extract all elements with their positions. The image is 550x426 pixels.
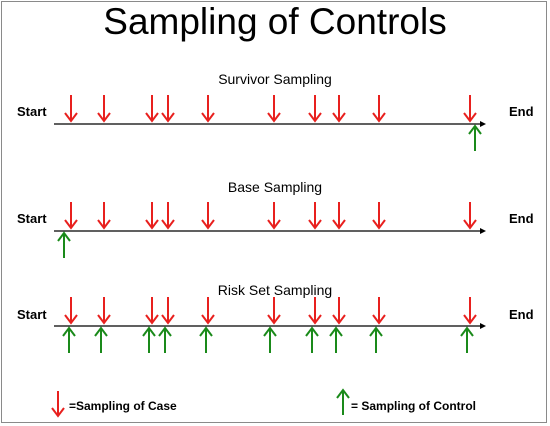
case-arrow-1-10	[463, 95, 477, 123]
case-arrow-3-6	[267, 297, 281, 325]
case-arrow-3-2	[97, 297, 111, 325]
case-arrow-3-1	[64, 297, 78, 325]
control-arrow-3-6	[263, 326, 277, 353]
case-arrow-2-5	[201, 202, 215, 230]
case-arrow-1-3	[145, 95, 159, 123]
case-arrow-1-6	[267, 95, 281, 123]
case-arrow-3-5	[201, 297, 215, 325]
start-label-survivor: Start	[17, 104, 47, 119]
case-arrow-2-1	[64, 202, 78, 230]
legend-control-label: = Sampling of Control	[351, 399, 476, 413]
start-label-risk-set: Start	[17, 307, 47, 322]
slide-title: Sampling of Controls	[103, 1, 447, 42]
panel-title-base: Base Sampling	[227, 179, 323, 195]
case-arrow-1-7	[308, 95, 322, 123]
case-arrow-3-4	[161, 297, 175, 325]
case-arrow-2-6	[267, 202, 281, 230]
case-arrow-1-4	[161, 95, 175, 123]
control-arrow-1-1	[468, 124, 482, 151]
case-arrow-2-3	[145, 202, 159, 230]
case-arrow-1-2	[97, 95, 111, 123]
case-arrow-1-1	[64, 95, 78, 123]
panel-title-risk-set: Risk Set Sampling	[217, 282, 333, 298]
control-arrow-3-1	[62, 326, 76, 353]
case-arrow-2-8	[332, 202, 346, 230]
end-label-base: End	[509, 211, 534, 226]
case-arrow-3-10	[463, 297, 477, 325]
case-arrow-2-4	[161, 202, 175, 230]
timeline-arrowhead-2	[480, 228, 486, 234]
control-arrow-3-4	[158, 326, 172, 353]
case-arrow-1-8	[332, 95, 346, 123]
timeline-arrowhead-3	[480, 323, 486, 329]
legend-control-arrow	[336, 388, 350, 415]
end-label-survivor: End	[509, 104, 534, 119]
case-arrow-2-9	[372, 202, 386, 230]
case-arrow-2-10	[463, 202, 477, 230]
control-arrow-3-3	[142, 326, 156, 353]
control-arrow-3-9	[369, 326, 383, 353]
panel-title-survivor: Survivor Sampling	[218, 71, 332, 87]
case-arrow-3-7	[308, 297, 322, 325]
case-arrow-1-9	[372, 95, 386, 123]
case-arrow-1-5	[201, 95, 215, 123]
control-arrow-3-8	[329, 326, 343, 353]
case-arrow-3-8	[332, 297, 346, 325]
case-arrow-3-3	[145, 297, 159, 325]
control-arrow-2-1	[57, 231, 71, 258]
end-label-risk-set: End	[509, 307, 534, 322]
control-arrow-3-7	[305, 326, 319, 353]
case-arrow-3-9	[372, 297, 386, 325]
legend-case-label: =Sampling of Case	[69, 399, 177, 413]
control-arrow-3-5	[199, 326, 213, 353]
case-arrow-2-2	[97, 202, 111, 230]
case-arrow-2-7	[308, 202, 322, 230]
legend-case-arrow	[51, 391, 65, 418]
control-arrow-3-2	[94, 326, 108, 353]
start-label-base: Start	[17, 211, 47, 226]
control-arrow-3-10	[460, 326, 474, 353]
timeline-arrowhead-1	[480, 121, 486, 127]
